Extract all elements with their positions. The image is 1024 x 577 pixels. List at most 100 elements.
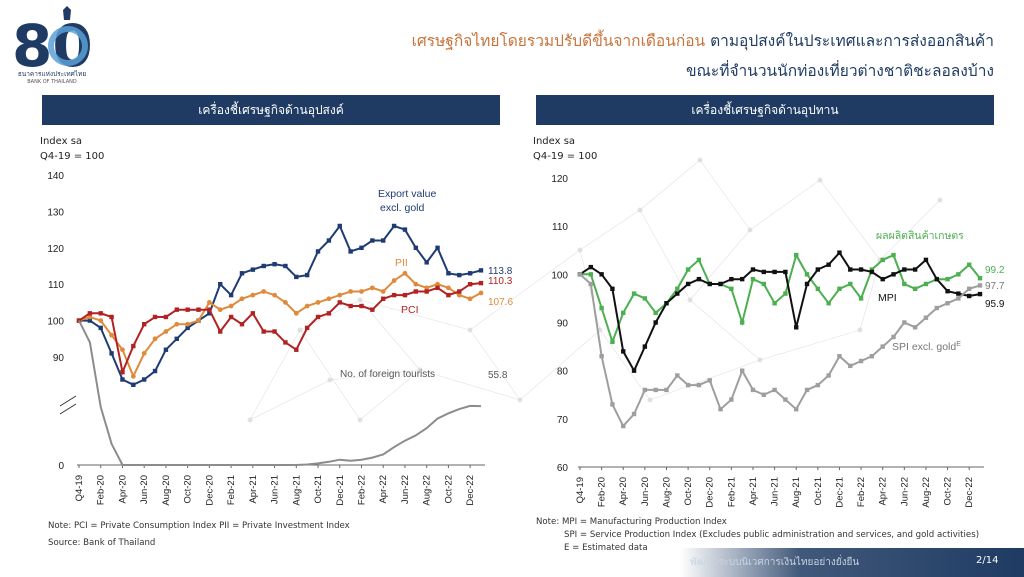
footer-slogan: พัฒนาระบบนิเวศการเงินไทยอย่างยั่งยืน	[690, 557, 860, 568]
data-point	[283, 300, 288, 305]
x-tick-label: Jun-20	[139, 475, 150, 504]
right-note-mpi: Note: MPI = Manufacturing Production Ind…	[536, 517, 727, 527]
x-tick-label: Dec-20	[705, 477, 716, 508]
y-tick-label: 0	[58, 461, 64, 472]
data-point	[163, 314, 169, 320]
data-point	[858, 358, 864, 364]
series-line	[78, 320, 482, 466]
series-label: MPI	[878, 292, 897, 304]
data-point	[696, 257, 702, 263]
data-point	[141, 350, 147, 356]
data-point	[588, 264, 594, 270]
data-point	[239, 271, 245, 276]
data-point	[467, 271, 473, 276]
data-point	[348, 289, 354, 294]
network-link	[359, 299, 421, 371]
data-point	[435, 281, 440, 287]
network-link	[359, 369, 421, 421]
network-node	[817, 177, 823, 183]
x-tick-label: Feb-20	[597, 477, 608, 507]
data-point	[599, 305, 604, 311]
data-point	[120, 369, 125, 375]
data-point	[685, 382, 691, 388]
data-point	[250, 292, 256, 298]
series-label: excl. gold	[380, 202, 425, 214]
network-link	[759, 329, 861, 361]
network-node	[577, 247, 583, 253]
data-point	[239, 322, 245, 327]
network-node	[357, 417, 363, 423]
data-point	[131, 343, 136, 349]
data-point	[729, 397, 734, 402]
y-tick-label: 90	[53, 353, 65, 364]
data-point	[956, 272, 961, 277]
right-note-spi: SPI = Service Production Index (Excludes…	[564, 530, 980, 540]
data-point	[109, 351, 114, 356]
data-point	[653, 320, 658, 325]
data-point	[402, 227, 408, 232]
data-point	[685, 267, 691, 272]
x-tick-label: Oct-20	[183, 475, 194, 504]
data-point	[304, 272, 310, 278]
x-tick-label: Jun-20	[640, 477, 651, 506]
data-point	[653, 387, 658, 393]
data-point	[956, 296, 961, 301]
data-point	[826, 262, 831, 267]
headline-line-2: ขณะที่จำนวนนักท่องเที่ยวต่างชาติชะลอลงบ้…	[685, 62, 994, 80]
network-node	[697, 157, 703, 163]
bank-name-th: ธนาคารแห่งประเทศไทย	[17, 70, 87, 78]
data-point	[272, 261, 277, 267]
x-tick-label: Apr-20	[117, 475, 128, 504]
data-point	[359, 245, 364, 250]
data-point	[966, 293, 972, 299]
data-point	[446, 285, 451, 291]
data-point	[675, 286, 680, 291]
data-point	[87, 314, 93, 320]
data-point	[304, 325, 310, 331]
data-point	[891, 252, 896, 258]
data-point	[880, 344, 885, 349]
series-label: ผลผลิตสินค้าเกษตร	[876, 230, 964, 242]
right-unit-label: Index sa Q4-19 = 100	[533, 134, 597, 164]
headline-line-1: เศรษฐกิจไทยโดยรวมปรับดีขึ้นจากเดือนก่อน …	[294, 28, 994, 53]
data-point	[631, 368, 637, 373]
data-point	[218, 329, 223, 334]
data-point	[794, 407, 799, 412]
data-point	[977, 275, 983, 281]
data-point	[599, 354, 604, 359]
data-point	[675, 291, 680, 296]
data-point	[174, 321, 180, 327]
logo-caption: ธนาคารแห่งประเทศไทย BANK OF THAILAND	[6, 70, 98, 86]
data-point	[120, 347, 125, 353]
data-label: 99.2	[985, 265, 1005, 276]
data-point	[457, 289, 462, 294]
x-tick-label: Jun-22	[899, 477, 910, 506]
data-point	[783, 397, 788, 402]
network-node	[647, 397, 653, 403]
data-point	[380, 289, 386, 294]
x-tick-label: Feb-21	[726, 477, 737, 507]
data-point	[934, 305, 939, 311]
network-link	[819, 179, 881, 261]
data-point	[87, 318, 93, 323]
network-link	[249, 379, 331, 421]
y-tick-label: 110	[48, 280, 64, 291]
data-point	[359, 303, 364, 309]
data-point	[141, 322, 147, 327]
data-point	[174, 336, 179, 341]
series-line	[579, 251, 981, 373]
network-link	[519, 329, 601, 401]
series-line	[580, 252, 981, 345]
data-point	[631, 291, 637, 296]
data-point	[804, 272, 810, 277]
data-point	[228, 292, 234, 298]
network-link	[879, 199, 941, 261]
data-point	[739, 320, 745, 325]
y-tick-label: 100	[551, 270, 568, 281]
x-tick-label: Aug-21	[791, 477, 802, 508]
data-point	[206, 300, 212, 305]
data-point	[912, 286, 918, 291]
data-point	[456, 292, 462, 298]
data-point	[945, 301, 950, 306]
